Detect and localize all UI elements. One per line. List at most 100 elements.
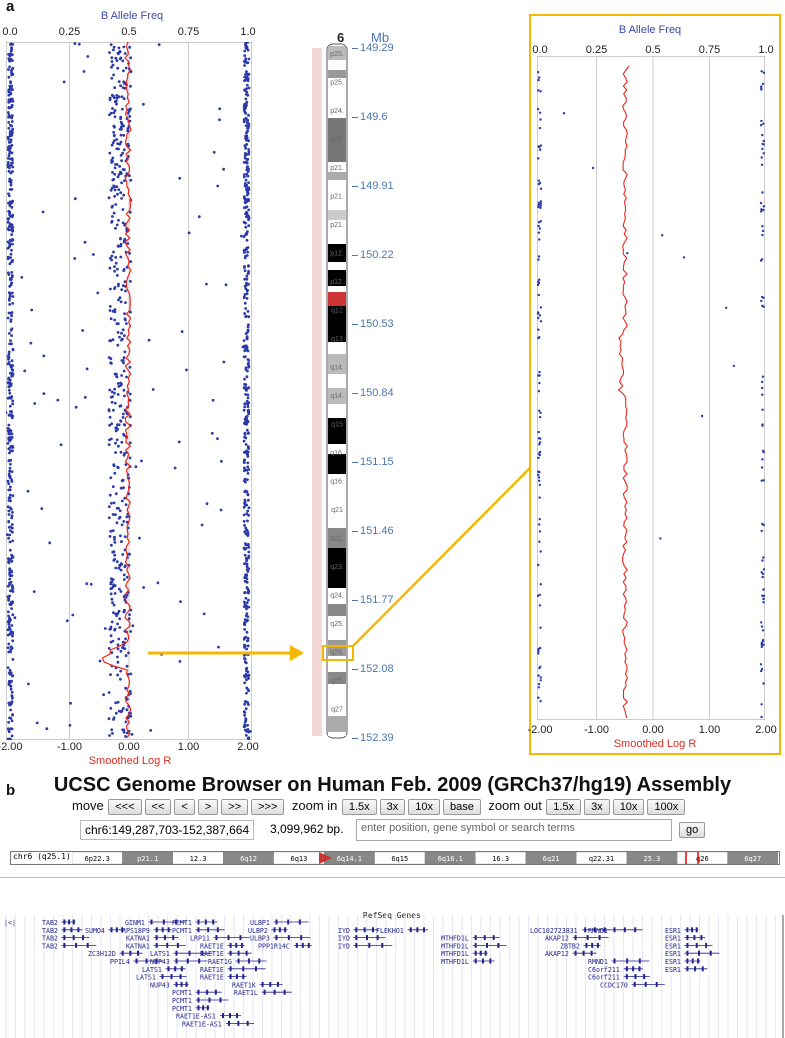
chrom-band	[328, 306, 346, 342]
move-button-2[interactable]: <	[174, 799, 195, 815]
gene-label[interactable]: LATS1	[150, 950, 170, 958]
gene-label[interactable]: GINM1	[125, 919, 145, 927]
baf-point	[10, 374, 14, 378]
search-input[interactable]: enter position, gene symbol or search te…	[356, 819, 672, 841]
move-button-0[interactable]: <<<	[108, 799, 142, 815]
gene-label[interactable]: LATS1	[136, 974, 156, 982]
gene-label[interactable]: TAB2	[42, 942, 58, 950]
gene-label[interactable]: LRP11	[190, 935, 210, 943]
gene-label[interactable]: AKAP12	[545, 935, 569, 943]
zoom-out-button-1[interactable]: 3x	[584, 799, 610, 815]
baf-point	[120, 288, 124, 291]
gene-label[interactable]: TAB2	[42, 919, 58, 927]
gene-label[interactable]: RAET1E	[200, 974, 224, 982]
baf-point	[118, 626, 122, 629]
gene-label[interactable]: RMND1	[588, 958, 608, 966]
move-button-3[interactable]: >	[197, 799, 219, 815]
gene-label[interactable]: PCMT1	[172, 927, 192, 935]
gene-label[interactable]: RAET1E-AS1	[182, 1020, 222, 1028]
baf-point	[539, 700, 542, 703]
gene-label[interactable]: C6orf211	[588, 966, 620, 974]
gene-label[interactable]: PPP1R14C	[258, 942, 290, 950]
gene-label[interactable]: SUMO4	[85, 927, 105, 935]
baf-point	[129, 84, 132, 88]
baf-point	[8, 245, 11, 249]
gene-exon	[474, 935, 477, 941]
gene-exon	[474, 950, 477, 956]
zoom-out-button-0[interactable]: 1.5x	[546, 799, 582, 815]
gene-label[interactable]: RAET1E	[200, 942, 224, 950]
gene-label[interactable]: MTHFD1L	[441, 958, 469, 966]
gene-label[interactable]: IYD	[338, 935, 350, 943]
gene-label[interactable]: ULBP1	[250, 919, 270, 927]
baf-point	[682, 256, 686, 259]
gene-label[interactable]: IYD	[338, 942, 350, 950]
gene-label[interactable]: MTHFD1L	[441, 942, 469, 950]
gene-label[interactable]: ZBTB2	[560, 942, 580, 950]
gene-label[interactable]: RAET1L	[234, 989, 258, 997]
gene-label[interactable]: TAB2	[42, 927, 58, 935]
zoom-in-button-1[interactable]: 3x	[379, 799, 406, 815]
gene-label[interactable]: RAET1E	[200, 950, 224, 958]
gene-label[interactable]: MTHFD1L	[441, 935, 469, 943]
gene-exon	[278, 927, 281, 933]
gene-label[interactable]: KATNA1	[126, 935, 150, 943]
gene-label[interactable]: MTHFD1L	[441, 950, 469, 958]
gene-label[interactable]: TAB2	[42, 935, 58, 943]
gene-label[interactable]: C6orf211	[588, 974, 620, 982]
baf-point	[10, 516, 14, 520]
gene-label[interactable]: ZC3H12D	[88, 950, 116, 958]
gene-label[interactable]: NUP43	[150, 981, 170, 989]
gene-label[interactable]: ESR1	[665, 942, 681, 950]
zoom-out-button-2[interactable]: 10x	[612, 799, 645, 815]
gene-label[interactable]: ESR1	[665, 927, 681, 935]
go-button[interactable]: go	[679, 822, 706, 838]
move-button-1[interactable]: <<	[144, 799, 172, 815]
gene-label[interactable]: ESR1	[665, 935, 681, 943]
gene-label[interactable]: KATNA1	[126, 942, 150, 950]
move-button-5[interactable]: >>>	[251, 799, 285, 815]
baf-point	[762, 122, 765, 126]
gene-label[interactable]: RAET1K	[232, 981, 256, 989]
gene-label[interactable]: ULBP3	[250, 935, 270, 943]
gene-label[interactable]: FLEKHO1	[376, 927, 404, 935]
left-baf-tick-3: 0.75	[177, 26, 200, 38]
gene-exon	[135, 958, 138, 964]
gene-label[interactable]: RPS18P9	[122, 927, 150, 935]
gene-label[interactable]: RMND1	[588, 927, 608, 935]
gene-label[interactable]: PCMT1	[172, 989, 192, 997]
zoom-in-button-2[interactable]: 10x	[408, 799, 441, 815]
gene-label[interactable]: RAET1E	[200, 966, 224, 974]
gene-label[interactable]: RAET1E-AS1	[176, 1013, 216, 1021]
gene-label[interactable]: IYD	[338, 927, 350, 935]
baf-point	[107, 409, 111, 413]
baf-point	[115, 185, 119, 189]
baf-point	[112, 603, 116, 607]
baf-point	[109, 706, 113, 710]
gene-label[interactable]: LATS1	[142, 966, 162, 974]
gene-label[interactable]: LOC102723831	[530, 927, 578, 935]
baf-point	[8, 701, 12, 705]
move-button-4[interactable]: >>	[221, 799, 249, 815]
baf-point	[128, 115, 132, 118]
baf-point	[246, 519, 249, 523]
gene-label[interactable]: CCDC170	[600, 981, 628, 989]
baf-point	[71, 613, 75, 617]
gene-label[interactable]: ESR1	[665, 950, 681, 958]
gene-label[interactable]: RAET1G	[208, 958, 232, 966]
zoom-in-button-3[interactable]: base	[443, 799, 481, 815]
gene-label[interactable]: NUP43	[150, 958, 170, 966]
gene-label[interactable]: PPIL4	[110, 958, 130, 966]
gene-label[interactable]: ESR1	[665, 966, 681, 974]
gene-label[interactable]: ULBP2	[248, 927, 268, 935]
gene-label[interactable]: PCMT1	[172, 1005, 192, 1013]
gene-label[interactable]: AKAP12	[545, 950, 569, 958]
zoom-out-button-3[interactable]: 100x	[647, 799, 686, 815]
baf-point	[112, 211, 116, 215]
gene-label[interactable]: PCMT1	[172, 919, 192, 927]
gene-label[interactable]: PCMT1	[172, 997, 192, 1005]
zoom-in-button-0[interactable]: 1.5x	[341, 799, 377, 815]
zoom-scatter-plot	[537, 56, 765, 720]
baf-point	[123, 647, 127, 650]
gene-label[interactable]: ESR1	[665, 958, 681, 966]
